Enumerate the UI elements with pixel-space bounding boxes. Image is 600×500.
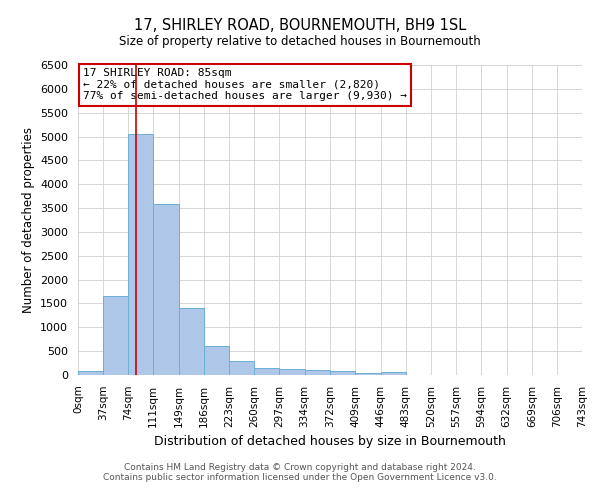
Text: 17 SHIRLEY ROAD: 85sqm
← 22% of detached houses are smaller (2,820)
77% of semi-: 17 SHIRLEY ROAD: 85sqm ← 22% of detached…	[83, 68, 407, 102]
Text: Size of property relative to detached houses in Bournemouth: Size of property relative to detached ho…	[119, 35, 481, 48]
Y-axis label: Number of detached properties: Number of detached properties	[22, 127, 35, 313]
Bar	[380, 372, 406, 375]
Bar	[254, 368, 280, 375]
Text: 17, SHIRLEY ROAD, BOURNEMOUTH, BH9 1SL: 17, SHIRLEY ROAD, BOURNEMOUTH, BH9 1SL	[134, 18, 466, 32]
Bar	[128, 134, 153, 375]
Bar	[78, 372, 103, 375]
Text: Contains HM Land Registry data © Crown copyright and database right 2024.: Contains HM Land Registry data © Crown c…	[124, 464, 476, 472]
X-axis label: Distribution of detached houses by size in Bournemouth: Distribution of detached houses by size …	[154, 435, 506, 448]
Bar	[331, 372, 355, 375]
Text: Contains public sector information licensed under the Open Government Licence v3: Contains public sector information licen…	[103, 474, 497, 482]
Bar	[305, 370, 331, 375]
Bar	[103, 296, 128, 375]
Bar	[280, 369, 305, 375]
Bar	[204, 346, 229, 375]
Bar	[153, 204, 179, 375]
Bar	[229, 360, 254, 375]
Bar	[355, 373, 380, 375]
Bar	[179, 308, 204, 375]
